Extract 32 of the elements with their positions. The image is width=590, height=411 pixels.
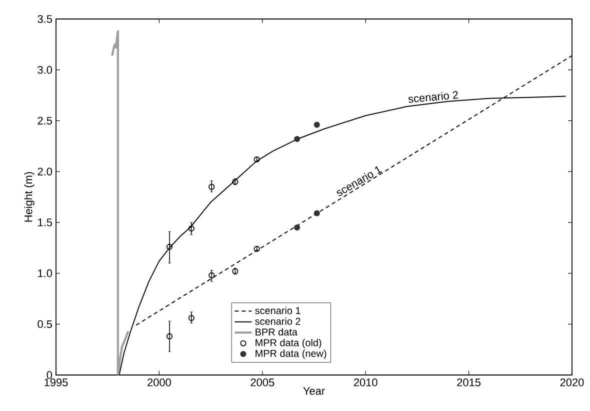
legend-label: MPR data (old) xyxy=(256,338,322,348)
y-tick-label: 3.0 xyxy=(38,66,52,74)
point xyxy=(188,225,194,232)
x-axis-title: Year xyxy=(303,387,325,395)
point xyxy=(232,178,238,185)
point xyxy=(208,184,215,190)
y-tick-label: 3.5 xyxy=(38,15,52,23)
point xyxy=(294,224,300,231)
point xyxy=(188,315,194,322)
y-tick-label: 2.0 xyxy=(38,168,52,176)
y-axis-title: Height (m) xyxy=(24,172,34,222)
point xyxy=(294,136,300,142)
legend-label: MPR data (new) xyxy=(256,350,326,359)
legend-label: BPR data xyxy=(256,328,298,336)
point xyxy=(314,122,320,128)
x-tick-label: 2005 xyxy=(250,378,274,386)
x-tick-label: 1995 xyxy=(44,378,68,386)
y-tick-label: 0.5 xyxy=(38,320,52,328)
line-series xyxy=(111,30,130,375)
y-tick-label: 2.5 xyxy=(38,116,52,125)
y-tick-label: 1.0 xyxy=(38,269,52,278)
x-tick-label: 2000 xyxy=(148,378,171,386)
point xyxy=(208,272,215,278)
point xyxy=(314,210,320,216)
x-tick-label: 2020 xyxy=(560,378,584,386)
y-tick-label: 0 xyxy=(46,371,52,379)
annotation: scenario 2 xyxy=(408,91,458,103)
x-tick-label: 2015 xyxy=(457,378,481,386)
x-tick-label: 2010 xyxy=(354,378,378,386)
y-tick-label: 1.5 xyxy=(38,218,52,226)
legend-label: scenario 2 xyxy=(255,318,300,325)
legend-label: scenario 1 xyxy=(255,306,300,314)
